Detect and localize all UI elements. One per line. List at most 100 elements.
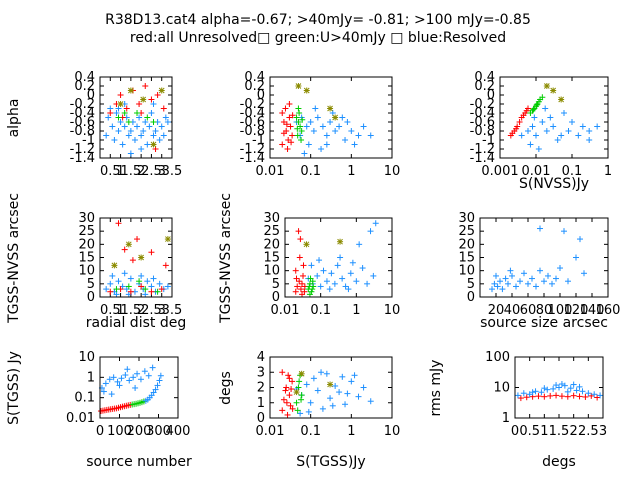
x-tick-label: 0.1	[562, 164, 583, 179]
data-point	[295, 119, 302, 125]
x-tick-label: 3	[158, 164, 166, 179]
data-point	[538, 389, 545, 396]
data-point	[144, 114, 151, 121]
y-tick-label: -0.6	[70, 115, 95, 130]
data-point	[295, 384, 302, 391]
data-point	[332, 382, 339, 389]
data-point	[138, 254, 145, 261]
data-point	[287, 123, 294, 130]
data-point	[124, 366, 131, 373]
data-point	[294, 125, 301, 132]
data-point	[148, 249, 155, 256]
data-point	[138, 146, 145, 152]
data-point	[518, 132, 525, 139]
data-point	[367, 132, 374, 139]
y-tick-label: 15	[78, 251, 95, 266]
data-point	[530, 106, 537, 113]
y-axis-label: TGSS-NVSS arcsec	[6, 193, 22, 324]
data-point	[296, 254, 303, 261]
data-point	[577, 236, 583, 243]
data-point	[327, 395, 334, 402]
y-tick-label: -0.4	[70, 106, 95, 121]
data-point	[323, 278, 330, 285]
x-tick-label: 0.5	[519, 424, 540, 439]
data-point	[119, 141, 126, 148]
data-point	[550, 385, 557, 392]
data-point	[336, 123, 343, 130]
data-point	[134, 370, 141, 377]
data-point	[127, 87, 134, 94]
y-tick-label: -1.2	[470, 142, 495, 157]
data-point	[570, 381, 577, 388]
data-point	[567, 385, 574, 392]
data-point	[127, 275, 134, 282]
data-point	[150, 119, 157, 125]
data-point	[319, 123, 326, 130]
data-point	[288, 386, 295, 393]
data-point	[134, 236, 141, 243]
data-point	[520, 390, 527, 397]
data-point	[360, 384, 367, 391]
data-point	[286, 114, 293, 121]
data-point	[283, 121, 290, 128]
x-tick-label: 0.5	[100, 303, 121, 318]
y-tick-label: 25	[263, 224, 280, 239]
data-point	[100, 388, 107, 395]
y-tick-label: -0.4	[240, 106, 265, 121]
x-tick-label: 2.5	[141, 164, 162, 179]
y-tick-label: 0	[87, 88, 95, 103]
y-tick-label: -0.6	[240, 115, 265, 130]
data-point	[131, 137, 138, 143]
data-point	[310, 375, 317, 382]
data-point	[107, 280, 114, 287]
data-point	[297, 410, 304, 417]
data-point	[127, 128, 134, 134]
data-point	[306, 280, 313, 287]
plot-frame	[99, 217, 173, 298]
data-point	[303, 123, 310, 130]
data-point	[110, 374, 117, 381]
data-point	[283, 399, 290, 406]
y-tick-label: 10	[263, 264, 280, 279]
data-point	[544, 386, 551, 393]
data-point	[158, 87, 165, 94]
y-axis-label: S(TGSS) Jy	[6, 351, 22, 425]
x-tick-label: 3.5	[162, 303, 183, 318]
data-point	[320, 267, 327, 274]
data-point	[502, 275, 509, 282]
data-point	[293, 389, 300, 396]
data-point	[553, 392, 560, 399]
data-point	[106, 376, 113, 383]
data-point	[303, 87, 310, 94]
data-point	[310, 283, 317, 290]
data-point	[576, 383, 583, 390]
y-tick-label: 20	[78, 237, 95, 252]
data-point	[152, 386, 159, 393]
data-point	[154, 382, 161, 389]
data-point	[514, 392, 521, 399]
data-point	[575, 132, 582, 139]
data-point	[339, 373, 346, 380]
data-point	[327, 105, 334, 112]
data-point	[103, 132, 110, 139]
data-point	[293, 399, 300, 406]
data-point	[297, 286, 304, 293]
data-point	[138, 272, 145, 279]
data-point	[565, 278, 571, 285]
x-tick-label: 10	[384, 164, 401, 179]
panel-p11: 0.511.522.533.50.40.20-0.2-0.4-0.6-0.8-1…	[6, 70, 182, 179]
data-point	[160, 105, 167, 112]
x-axis-label: S(TGSS)Jy	[296, 454, 365, 470]
data-point	[108, 391, 115, 398]
y-tick-label: -0.8	[470, 124, 495, 139]
data-point	[349, 259, 356, 266]
data-point	[142, 83, 149, 89]
y-tick-label: -1.4	[240, 151, 265, 166]
data-point	[339, 275, 346, 282]
y-tick-label: 0.4	[74, 70, 95, 85]
data-point	[370, 272, 377, 279]
data-point	[359, 265, 366, 272]
